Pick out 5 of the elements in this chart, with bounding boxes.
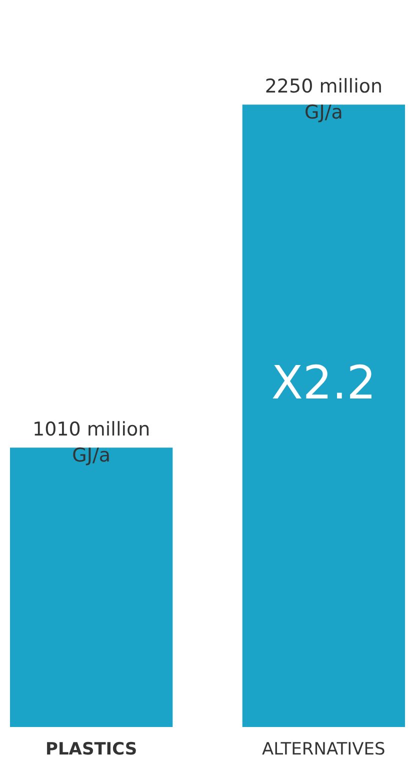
x-tick-label: PLASTICS	[45, 740, 138, 760]
annotation: X2.2	[271, 356, 376, 410]
data-label: 1010 million GJ/a	[32, 418, 150, 467]
data-label: 2250 million GJ/a	[264, 76, 383, 124]
x-tick-label: ALTERNATIVES	[262, 740, 386, 760]
